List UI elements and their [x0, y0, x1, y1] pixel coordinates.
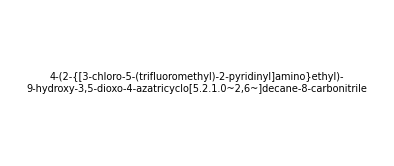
Text: 4-(2-{[3-chloro-5-(trifluoromethyl)-2-pyridinyl]amino}ethyl)-
9-hydroxy-3,5-diox: 4-(2-{[3-chloro-5-(trifluoromethyl)-2-py…	[26, 72, 368, 94]
